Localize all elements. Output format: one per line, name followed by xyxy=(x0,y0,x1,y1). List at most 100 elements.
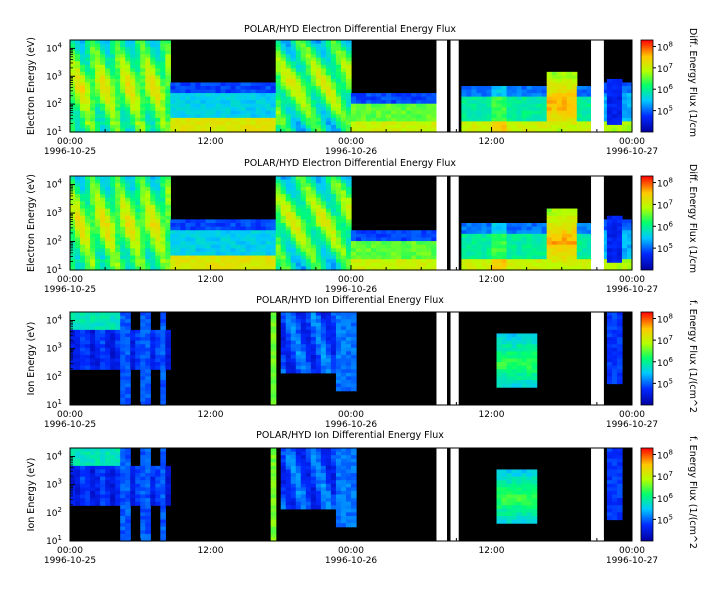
flux-cell xyxy=(115,190,121,195)
flux-cell xyxy=(75,465,81,471)
flux-cell xyxy=(310,50,317,55)
flux-cell xyxy=(416,114,422,119)
flux-cell xyxy=(205,223,212,228)
flux-cell xyxy=(531,89,538,94)
flux-cell xyxy=(315,71,322,76)
flux-cell xyxy=(546,237,553,242)
flux-cell xyxy=(335,201,342,206)
flux-cell xyxy=(110,215,116,220)
flux-cell xyxy=(85,483,91,488)
flux-cell xyxy=(300,197,307,202)
flux-cell xyxy=(130,197,136,202)
flux-cell xyxy=(310,43,317,48)
flux-cell xyxy=(230,86,237,91)
flux-cell xyxy=(250,248,257,253)
flux-cell xyxy=(90,75,96,80)
flux-cell xyxy=(345,204,352,210)
flux-cell xyxy=(95,455,101,460)
flux-cell xyxy=(210,121,217,126)
flux-cell xyxy=(195,96,202,101)
colorbar-label: f. Energy Flux (1/(cm^2 xyxy=(687,300,698,413)
flux-cell xyxy=(330,365,337,370)
flux-cell xyxy=(130,248,136,253)
y-axis-label: Electron Energy (eV) xyxy=(26,37,37,135)
flux-cell xyxy=(105,312,111,317)
flux-cell xyxy=(140,204,146,210)
flux-cell xyxy=(516,96,523,101)
flux-cell xyxy=(406,230,412,235)
flux-cell xyxy=(351,333,357,338)
flux-cell xyxy=(511,266,518,271)
flux-cell xyxy=(105,176,111,181)
flux-cell xyxy=(320,50,327,55)
flux-cell xyxy=(345,82,352,87)
flux-cell xyxy=(606,255,613,260)
flux-cell xyxy=(240,121,247,126)
flux-cell xyxy=(235,251,242,257)
flux-cell xyxy=(310,208,317,213)
flux-cell xyxy=(105,110,111,115)
flux-cell xyxy=(295,362,302,367)
flux-cell xyxy=(120,369,126,374)
flux-cell xyxy=(546,117,553,122)
y-tick-base: 10 xyxy=(46,128,58,138)
flux-cell xyxy=(426,255,432,260)
flux-cell xyxy=(180,86,187,91)
flux-cell xyxy=(150,208,156,213)
flux-cell xyxy=(125,96,131,101)
flux-cell xyxy=(275,208,282,213)
flux-cell xyxy=(325,82,332,87)
flux-cell xyxy=(240,230,247,235)
flux-cell xyxy=(285,248,292,253)
flux-cell xyxy=(300,117,307,122)
flux-cell xyxy=(611,347,618,352)
flux-cell xyxy=(476,121,483,126)
flux-cell xyxy=(320,251,327,257)
flux-cell xyxy=(366,266,372,271)
flux-cell xyxy=(426,251,432,257)
flux-cell xyxy=(280,347,287,352)
flux-cell xyxy=(90,259,96,264)
flux-cell xyxy=(320,78,327,84)
flux-cell xyxy=(235,128,242,133)
flux-cell xyxy=(105,215,111,220)
flux-cell xyxy=(476,128,483,133)
flux-cell xyxy=(270,390,277,395)
flux-cell xyxy=(606,319,613,324)
flux-cell xyxy=(255,248,262,253)
flux-cell xyxy=(401,255,407,260)
flux-cell xyxy=(120,212,126,217)
flux-cell xyxy=(621,233,628,239)
flux-cell xyxy=(200,233,207,239)
flux-cell xyxy=(125,333,131,338)
flux-cell xyxy=(536,93,543,98)
flux-cell xyxy=(90,103,96,108)
flux-cell xyxy=(90,448,96,453)
flux-cell xyxy=(145,237,151,242)
flux-cell xyxy=(135,215,141,220)
flux-cell xyxy=(90,223,96,228)
flux-cell xyxy=(496,110,503,115)
flux-cell xyxy=(95,462,101,467)
flux-cell xyxy=(135,78,141,84)
flux-cell xyxy=(340,266,347,271)
flux-cell xyxy=(521,248,528,253)
flux-cell xyxy=(335,259,342,264)
flux-cell xyxy=(320,219,327,224)
flux-cell xyxy=(511,114,518,119)
flux-cell xyxy=(120,262,126,267)
flux-cell xyxy=(140,61,146,66)
flux-cell xyxy=(105,333,111,338)
flux-cell xyxy=(105,319,111,324)
flux-cell xyxy=(95,255,101,260)
flux-cell xyxy=(621,244,628,249)
y-tick-exponent: 2 xyxy=(58,97,62,105)
flux-cell xyxy=(386,103,392,108)
flux-cell xyxy=(80,194,86,199)
flux-cell xyxy=(230,124,237,130)
flux-cell xyxy=(566,215,573,220)
flux-cell xyxy=(315,186,322,192)
flux-cell xyxy=(85,230,91,235)
flux-cell xyxy=(315,68,322,73)
flux-cell xyxy=(345,233,352,239)
